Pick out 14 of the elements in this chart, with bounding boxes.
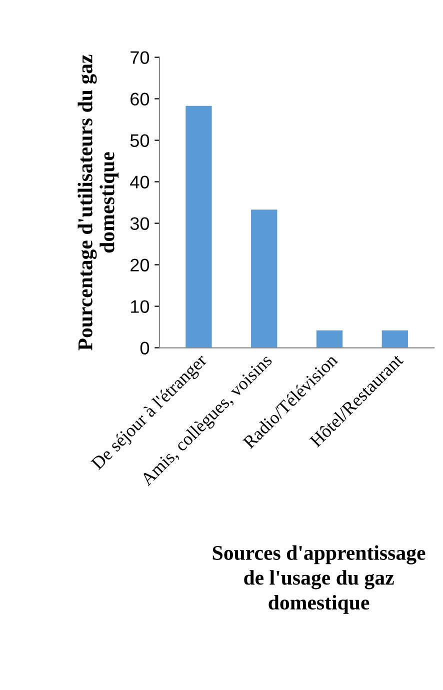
y-axis-title: Pourcentage d'utilisateurs du gaz domestique [78, 54, 119, 350]
y-tick-label: 50 [130, 134, 150, 147]
y-tick-label: 40 [130, 176, 150, 188]
y-tick-label: 30 [130, 217, 150, 230]
y-tick-label: 20 [130, 258, 150, 272]
x-axis-title: Sources d'apprentissage de l'usage du gaz domestique [212, 545, 426, 614]
y-tick-label: 60 [130, 92, 150, 106]
y-tick-label: 70 [130, 51, 150, 64]
bar [251, 210, 278, 348]
bar [186, 106, 212, 348]
y-tick-label: 0 [140, 342, 150, 354]
y-tick-label: 10 [131, 300, 150, 313]
bar [382, 330, 408, 348]
bar [316, 330, 343, 348]
